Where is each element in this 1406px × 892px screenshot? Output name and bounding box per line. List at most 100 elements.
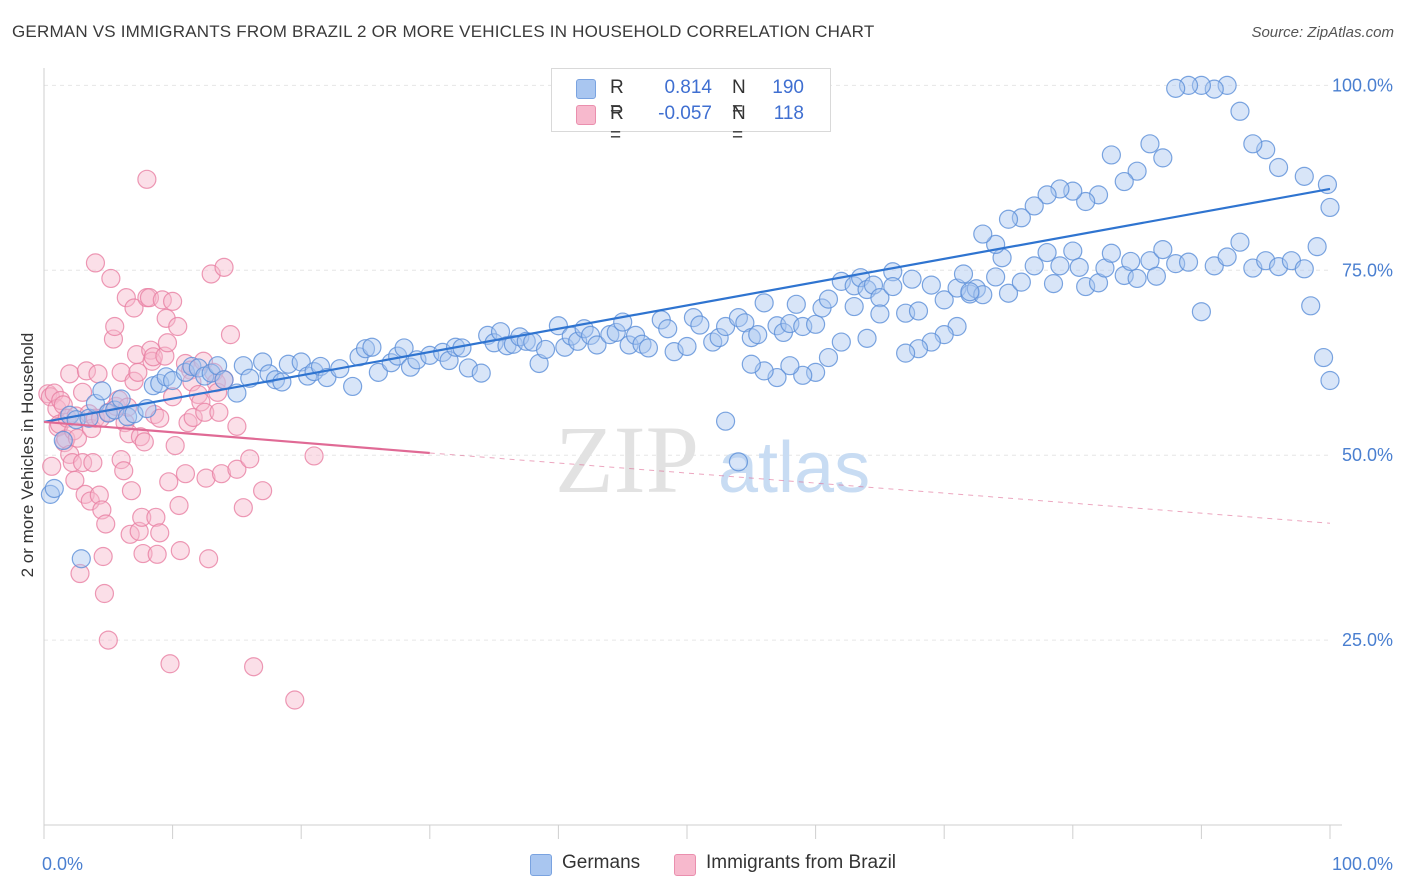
- brazil-point: [157, 333, 178, 353]
- brazil-point: [129, 521, 149, 541]
- legend-n-value: 190: [772, 77, 804, 98]
- legend-r-label: R =: [610, 103, 624, 146]
- brazil-point: [211, 464, 232, 484]
- germans-point: [973, 224, 993, 244]
- brazil-point: [88, 364, 108, 384]
- legend-n-label: N =: [732, 77, 746, 120]
- y-tick-label: 75.0%: [1342, 260, 1393, 280]
- brazil-point: [147, 544, 167, 564]
- watermark-zip: ZIP: [555, 406, 699, 513]
- germans-point: [793, 365, 813, 385]
- y-axis-label: 2 or more Vehicles in Household: [18, 333, 37, 578]
- germans-point: [998, 209, 1019, 229]
- brazil-point: [42, 456, 62, 476]
- germans-point: [863, 275, 884, 295]
- germans-point: [458, 358, 478, 378]
- germans-point: [818, 347, 839, 368]
- germans-point: [805, 314, 826, 334]
- brazil-point: [94, 583, 115, 604]
- germans-point: [53, 430, 73, 451]
- x-tick-label: 100.0%: [1332, 854, 1393, 874]
- brazil-point: [199, 549, 219, 569]
- germans-point: [1301, 296, 1321, 316]
- germans-point: [683, 308, 704, 328]
- germans-point: [690, 315, 710, 335]
- brazil-point: [169, 495, 189, 516]
- series-brazil-points: [38, 169, 324, 710]
- brazil-point: [96, 514, 116, 534]
- brazil-point: [159, 472, 179, 492]
- brazil-point: [244, 657, 264, 677]
- germans-point: [870, 304, 890, 324]
- germans-point: [1114, 171, 1134, 192]
- brazil-point: [98, 630, 118, 650]
- germans-point: [1166, 78, 1186, 98]
- germans-point: [1153, 239, 1173, 260]
- brazil-point: [220, 325, 241, 345]
- germans-point: [1313, 347, 1334, 368]
- germans-point: [883, 276, 903, 297]
- germans-point: [1320, 370, 1340, 391]
- germans-point: [896, 343, 916, 363]
- brazil-point: [111, 450, 131, 470]
- germans-point: [709, 328, 729, 348]
- germans-point: [1043, 274, 1064, 294]
- watermark: ZIP atlas: [555, 406, 870, 513]
- brazil-point: [209, 402, 229, 422]
- germans-trend-line: [43, 187, 1331, 423]
- germans-point: [214, 370, 234, 390]
- brazil-trend-line: [43, 420, 430, 455]
- brazil-point: [240, 449, 260, 469]
- brazil-point: [304, 446, 324, 466]
- germans-point: [1127, 268, 1147, 289]
- germans-point: [638, 338, 659, 358]
- brazil-point: [89, 485, 109, 505]
- brazil-point: [72, 452, 93, 473]
- brazil-point: [150, 408, 170, 428]
- germans-point: [1076, 191, 1096, 212]
- brazil-point: [144, 404, 165, 425]
- brazil-point: [121, 481, 142, 501]
- brazil-point: [83, 452, 103, 473]
- germans-point: [998, 283, 1019, 303]
- germans-point: [1320, 197, 1340, 218]
- brazil-point: [130, 427, 151, 447]
- brazil-point: [233, 498, 253, 518]
- germans-point: [1024, 196, 1044, 216]
- germans-point: [253, 352, 273, 372]
- germans-point: [272, 372, 292, 392]
- germans-point: [934, 290, 954, 310]
- brazil-point: [175, 464, 196, 484]
- brazil-point: [168, 316, 188, 337]
- germans-point: [1178, 252, 1199, 272]
- germans-point: [529, 353, 549, 374]
- germans-point: [677, 336, 697, 357]
- brazil-point: [101, 268, 121, 289]
- germans-point: [728, 452, 749, 472]
- brazil-point: [70, 563, 90, 584]
- brazil-point: [114, 461, 134, 481]
- germans-point: [1204, 79, 1224, 99]
- brazil-point: [227, 416, 247, 436]
- germans-point: [343, 376, 363, 397]
- y-tick-label: 25.0%: [1342, 630, 1393, 650]
- brazil-point: [105, 316, 125, 337]
- brazil-point: [150, 523, 170, 543]
- y-tick-label: 50.0%: [1342, 445, 1393, 465]
- brazil-point: [253, 481, 273, 501]
- germans-point: [902, 269, 922, 289]
- legend-n-label: N =: [732, 103, 746, 146]
- legend-r-value: 0.814: [664, 77, 712, 98]
- germans-point: [658, 319, 678, 339]
- germans-point: [1243, 134, 1263, 154]
- germans-point: [1069, 257, 1089, 277]
- germans-point: [857, 328, 877, 348]
- brazil-point: [124, 298, 144, 318]
- germans-point: [233, 356, 253, 376]
- germans-point: [92, 381, 112, 401]
- brazil-point: [137, 169, 157, 189]
- germans-point: [580, 325, 601, 345]
- germans-point: [1317, 174, 1338, 195]
- germans-point: [728, 308, 749, 328]
